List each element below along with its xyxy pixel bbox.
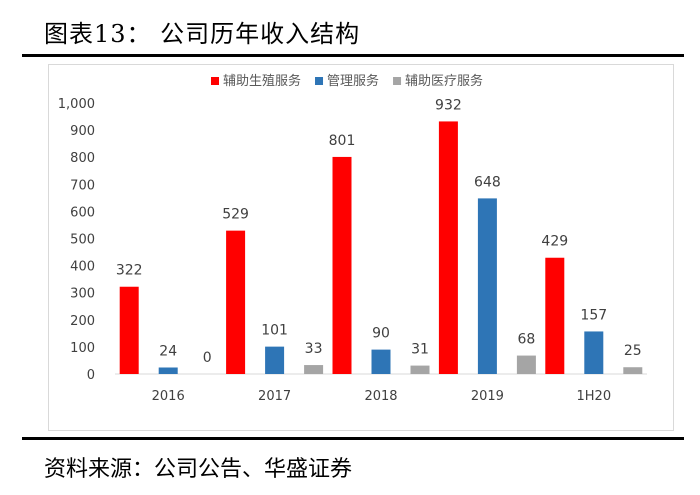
data-label: 0 <box>203 350 212 366</box>
x-tick-label: 1H20 <box>577 389 612 404</box>
x-tick-label: 2019 <box>471 389 504 404</box>
y-tick-label: 400 <box>70 260 95 275</box>
bar <box>438 121 458 374</box>
bar <box>332 156 352 374</box>
y-tick-label: 300 <box>70 287 95 302</box>
legend-label: 辅助生殖服务 <box>223 73 301 89</box>
bar <box>410 365 430 374</box>
revenue-structure-chart: 辅助生殖服务 管理服务 辅助医疗服务 0 100 200 300 400 500 600 700 80… <box>58 73 647 404</box>
x-tick-label: 2016 <box>152 389 185 404</box>
bar <box>265 346 285 374</box>
figure-title: 图表13： 公司历年收入结构 <box>44 20 361 48</box>
data-label: 801 <box>329 133 356 149</box>
data-label: 101 <box>261 323 288 339</box>
data-label: 429 <box>541 234 568 250</box>
y-tick-label: 1,000 <box>58 97 95 112</box>
title-divider <box>22 54 684 57</box>
bar <box>158 367 178 374</box>
legend-label: 管理服务 <box>327 73 379 89</box>
data-label: 68 <box>517 332 535 348</box>
data-label: 25 <box>624 343 642 359</box>
y-tick-label: 900 <box>70 124 95 139</box>
y-tick-label: 0 <box>87 368 95 383</box>
x-tick-label: 2018 <box>364 389 397 404</box>
bar <box>119 286 139 374</box>
data-label: 33 <box>305 341 323 357</box>
bar <box>516 355 536 374</box>
bar <box>371 349 391 374</box>
source-note: 资料来源：公司公告、华盛证券 <box>44 457 353 482</box>
y-tick-label: 200 <box>70 314 95 329</box>
data-label: 648 <box>474 174 501 190</box>
y-tick-label: 100 <box>70 341 95 356</box>
bar <box>545 257 565 374</box>
bar <box>584 331 604 374</box>
y-tick-label: 500 <box>70 233 95 248</box>
y-tick-label: 800 <box>70 151 95 166</box>
legend-swatch <box>393 77 402 85</box>
y-tick-label: 700 <box>70 178 95 193</box>
bar <box>226 230 246 374</box>
data-label: 31 <box>411 342 429 358</box>
legend-swatch <box>315 77 324 85</box>
data-label: 157 <box>580 307 607 323</box>
y-tick-label: 600 <box>70 205 95 220</box>
legend-label: 辅助医疗服务 <box>405 73 483 89</box>
legend-swatch <box>211 77 219 85</box>
data-label: 24 <box>159 343 177 359</box>
data-label: 529 <box>222 207 249 223</box>
bar <box>477 198 497 374</box>
bar <box>623 367 643 374</box>
source-divider <box>22 437 684 440</box>
data-label: 90 <box>372 326 390 342</box>
data-label: 932 <box>435 97 462 113</box>
chart-area: 辅助生殖服务 管理服务 辅助医疗服务 0 100 200 300 400 500 600 700 80… <box>48 64 674 431</box>
x-tick-label: 2017 <box>258 389 291 404</box>
data-label: 322 <box>116 263 143 279</box>
bar <box>304 365 324 374</box>
